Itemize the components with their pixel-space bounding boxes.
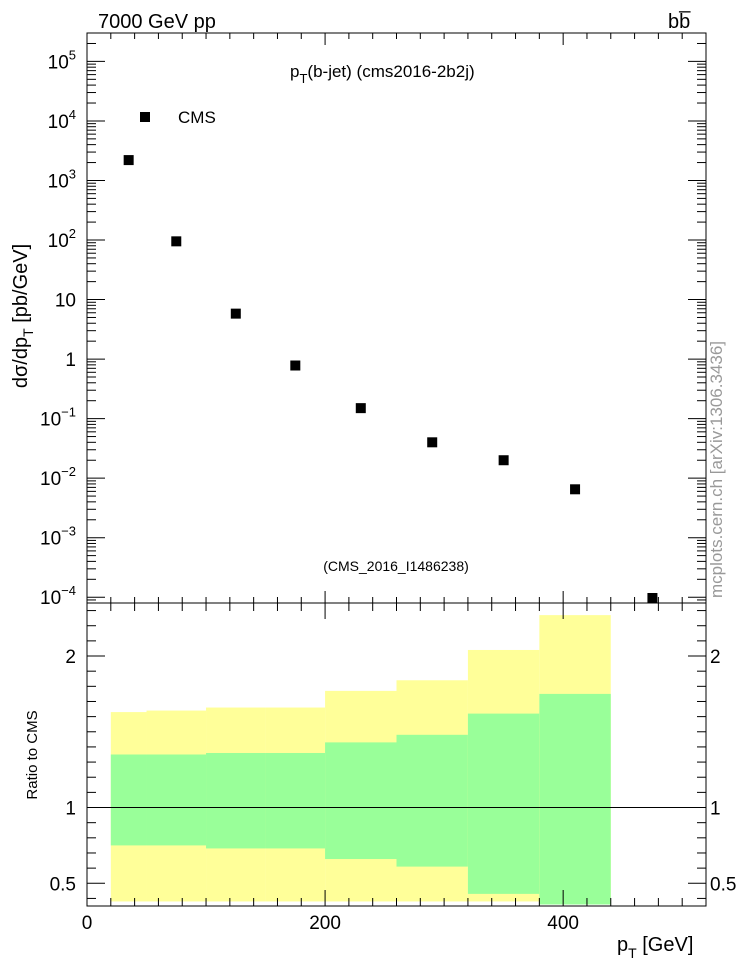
energy-label: 7000 GeV pp [98,11,216,33]
green-band-bin [539,693,611,905]
data-point [647,593,658,603]
green-band-bin [325,742,397,860]
green-band-bin [110,754,147,846]
ratio-y-tick-label-left: 1 [65,799,76,820]
main-plot-ticks [86,32,707,604]
data-point [427,437,438,448]
analysis-watermark: (CMS_2016_I1486238) [323,558,469,574]
ratio-y-axis-label: Ratio to CMS [24,710,41,799]
ratio-ticks [86,603,707,906]
data-point [230,308,241,319]
green-band-bin [396,734,468,867]
source-label: mcplots.cern.ch [arXiv:1306.3436] [707,341,726,598]
x-axis-label: pT [GeV] [617,934,693,961]
ratio-y-tick-label-left: 2 [65,647,76,668]
data-point [171,236,182,247]
y-tick-label: 103 [48,166,76,192]
cms-data-points [123,155,658,603]
y-tick-label: 105 [48,47,76,73]
legend-marker [140,112,150,122]
x-tick-label: 0 [82,913,93,934]
green-band-bin [206,752,266,849]
y-tick-label: 104 [48,107,76,133]
y-tick-label: 10−4 [40,583,76,609]
ratio-y-tick-label-right: 0.5 [710,874,736,895]
y-tick-label: 10 [55,291,76,312]
y-tick-label: 10−1 [40,405,76,431]
y-tick-label: 10−3 [40,524,76,550]
x-tick-label: 200 [309,913,341,934]
green-band-bin [265,752,326,849]
data-point [355,403,366,414]
data-point [123,155,134,166]
process-label: bb̅ [668,10,691,33]
green-band-bin [146,754,207,846]
plot-title: pT(b-jet) (cms2016-2b2j) [290,62,475,86]
ratio-panel: 0.5 0.5 1 1 2 2 0 200 400 Ratio to CMS pT [GeV] [24,602,737,961]
data-point [570,484,581,495]
ratio-bands [110,615,611,905]
ratio-y-tick-label-right: 2 [710,647,721,668]
data-point [498,455,509,466]
y-axis-label: dσ/dpT [pb/GeV] [10,244,36,388]
ratio-tick-labels: 0.5 0.5 1 1 2 2 0 200 400 [50,647,737,934]
legend-label: CMS [178,108,216,127]
data-point [290,360,301,371]
y-tick-label: 10−2 [40,464,76,490]
ratio-y-tick-label-left: 0.5 [50,874,76,895]
y-tick-label: 102 [48,226,76,252]
green-band-bin [467,713,540,894]
y-tick-label: 1 [65,350,76,371]
ratio-y-tick-label-right: 1 [710,799,721,820]
x-tick-label: 400 [547,913,579,934]
